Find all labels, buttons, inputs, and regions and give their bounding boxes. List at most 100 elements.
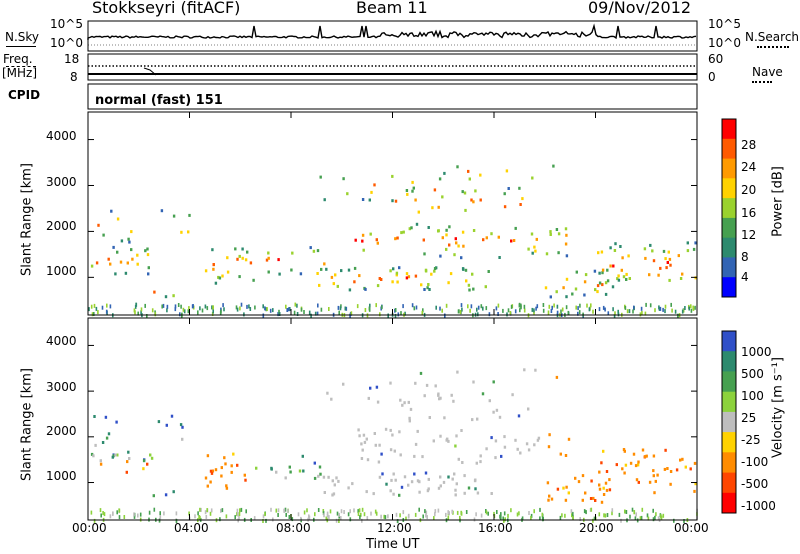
ground-scatter-cell — [288, 307, 290, 312]
ground-scatter-cell — [640, 515, 643, 520]
echo-cell — [443, 416, 446, 420]
ground-scatter-cell — [368, 306, 371, 311]
ground-scatter-cell — [477, 312, 479, 317]
echo-cell — [101, 441, 105, 444]
ground-scatter-cell — [109, 514, 112, 519]
echo-cell — [514, 438, 517, 442]
echo-cell — [669, 482, 672, 486]
echo-cell — [389, 448, 393, 452]
ground-scatter-cell — [690, 308, 693, 313]
velocity-colorbar — [721, 330, 737, 514]
ground-scatter-cell — [116, 510, 118, 515]
ground-scatter-cell — [340, 509, 343, 514]
ground-scatter-cell — [448, 511, 450, 516]
echo-cell — [453, 253, 456, 257]
echo-cell — [348, 288, 352, 292]
ground-scatter-cell — [308, 515, 311, 520]
ground-scatter-cell — [291, 517, 294, 522]
ground-scatter-cell — [361, 518, 363, 523]
echo-cell — [244, 478, 247, 482]
echo-cell — [412, 186, 415, 190]
echo-cell — [414, 198, 417, 202]
echo-cell — [136, 262, 139, 266]
echo-cell — [93, 415, 96, 418]
ground-scatter-cell — [303, 510, 306, 515]
ground-scatter-cell — [204, 304, 207, 309]
ground-scatter-cell — [361, 507, 364, 512]
ground-scatter-cell — [183, 309, 186, 314]
echo-cell — [516, 447, 519, 451]
ground-scatter-cell — [458, 309, 460, 314]
echo-cell — [424, 268, 428, 272]
ground-scatter-cell — [211, 305, 213, 310]
echo-cell — [481, 392, 485, 396]
ground-scatter-cell — [624, 509, 626, 514]
echo-cell — [505, 169, 509, 173]
echo-cell — [485, 236, 488, 240]
ground-scatter-cell — [654, 308, 656, 313]
x-tick: 16:00 — [478, 521, 513, 535]
echo-cell — [503, 192, 506, 196]
echo-cell — [679, 277, 683, 280]
echo-cell — [455, 482, 458, 486]
echo-cell — [533, 443, 536, 447]
echo-cell — [298, 469, 302, 473]
echo-cell — [598, 487, 602, 491]
echo-cell — [396, 236, 399, 240]
echo-cell — [144, 249, 147, 253]
ground-scatter-cell — [97, 310, 99, 315]
echo-cell — [574, 476, 577, 480]
ground-scatter-cell — [300, 307, 303, 312]
ground-scatter-cell — [335, 518, 338, 523]
echo-cell — [426, 286, 429, 290]
echo-cell — [433, 267, 437, 270]
ground-scatter-cell — [652, 508, 654, 513]
echo-cell — [130, 248, 133, 252]
ground-scatter-cell — [447, 510, 449, 515]
ground-scatter-cell — [664, 304, 667, 309]
echo-cell — [606, 279, 610, 283]
echo-cell — [322, 475, 326, 479]
ground-scatter-cell — [402, 304, 404, 309]
ground-scatter-cell — [174, 304, 177, 309]
echo-cell — [153, 290, 156, 294]
ground-scatter-cell — [434, 509, 437, 514]
echo-cell — [214, 468, 218, 472]
echo-cell — [454, 237, 457, 241]
ground-scatter-cell — [285, 512, 287, 517]
echo-cell — [456, 370, 459, 374]
ground-scatter-cell — [603, 513, 605, 518]
ground-scatter-cell — [564, 513, 566, 518]
echo-cell — [368, 198, 371, 202]
ground-scatter-cell — [347, 512, 350, 517]
echo-cell — [437, 229, 440, 233]
echo-cell — [668, 257, 672, 261]
ground-scatter-cell — [533, 509, 535, 514]
echo-cell — [403, 475, 407, 479]
ground-scatter-cell — [507, 513, 509, 518]
ground-scatter-cell — [187, 309, 190, 314]
ground-scatter-cell — [533, 308, 535, 313]
ground-scatter-cell — [556, 304, 559, 309]
echo-cell — [331, 479, 334, 483]
ground-scatter-cell — [592, 309, 594, 314]
echo-cell — [581, 498, 584, 502]
ground-scatter-cell — [166, 308, 168, 313]
echo-cell — [90, 452, 94, 456]
ground-scatter-cell — [397, 312, 400, 317]
echo-cell — [323, 198, 326, 202]
nsky-line — [6, 46, 36, 47]
ground-scatter-cell — [571, 513, 573, 518]
ground-scatter-cell — [374, 509, 377, 514]
echo-cell — [589, 497, 593, 500]
echo-cell — [448, 243, 451, 247]
ground-scatter-cell — [294, 302, 297, 307]
ground-scatter-cell — [340, 516, 342, 521]
x-tick: 04:00 — [174, 521, 209, 535]
echo-cell — [490, 436, 493, 440]
echo-cell — [406, 192, 409, 196]
echo-cell — [635, 478, 639, 482]
ground-scatter-cell — [101, 305, 104, 310]
echo-cell — [391, 174, 394, 178]
echo-cell — [492, 410, 495, 414]
